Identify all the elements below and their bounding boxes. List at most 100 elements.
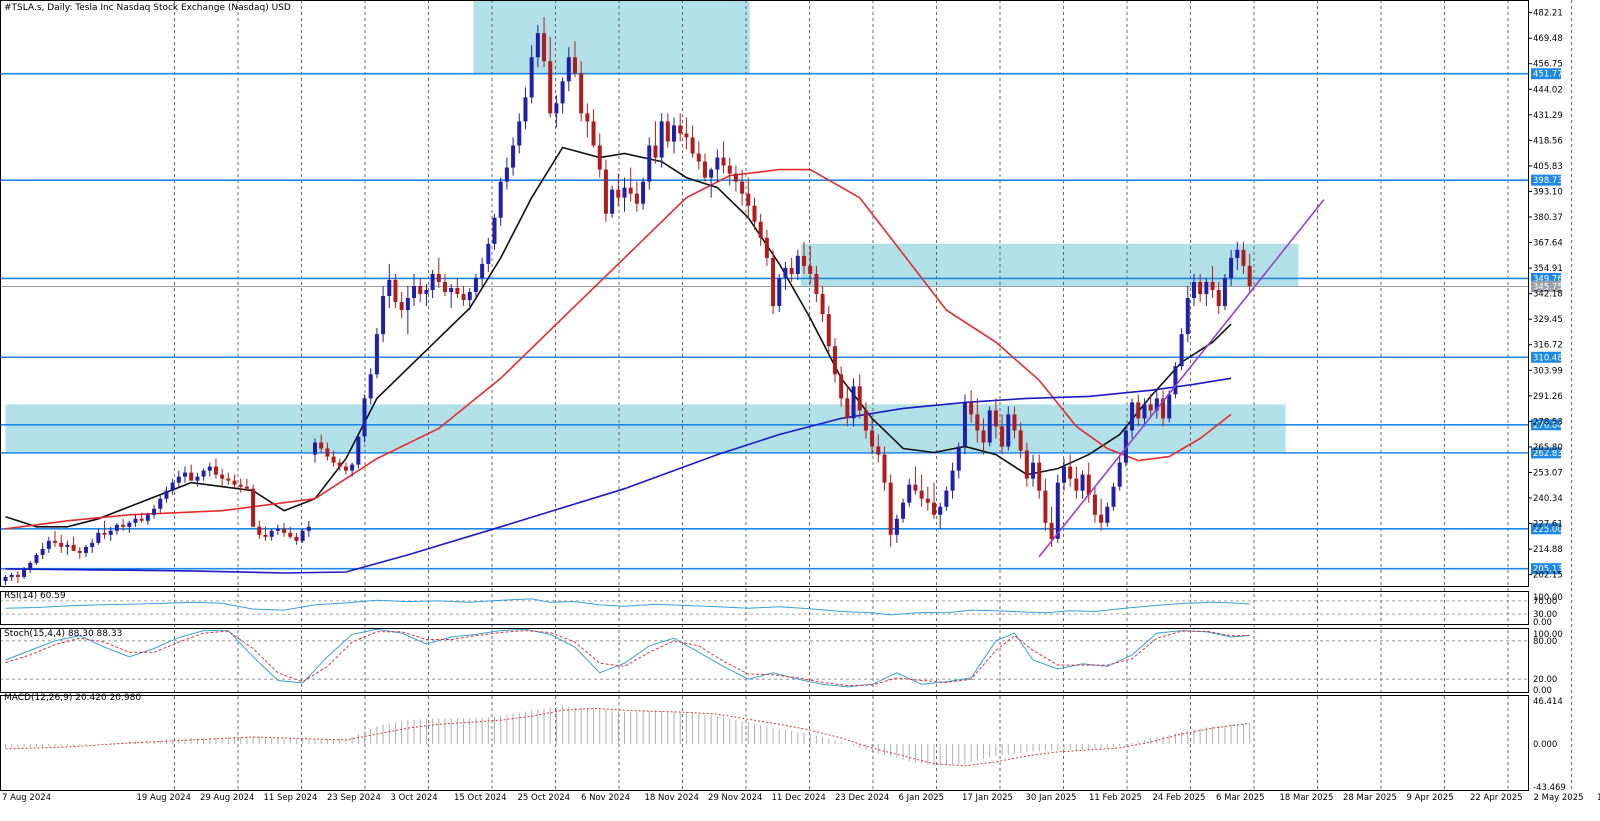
x-tick-label: 29 Nov 2024: [708, 793, 762, 803]
candle-body: [362, 398, 367, 437]
candle-body: [201, 470, 206, 477]
candle-body: [1086, 474, 1091, 495]
candle-body: [975, 414, 980, 431]
candle-body: [232, 480, 237, 485]
trendline-layer[interactable]: [1038, 199, 1325, 558]
candle-body: [288, 532, 293, 537]
candle-body: [331, 456, 336, 463]
axes-layer: 7 Aug 2024 19 Aug 2024 29 Aug 2024 11 Sep 2…: [0, 0, 1600, 803]
candle-body: [802, 255, 807, 266]
candle-body: [1154, 398, 1159, 411]
x-tick-label: 30 Jan 2025: [1026, 793, 1077, 803]
candle-body: [777, 277, 782, 307]
candle-body: [152, 508, 157, 515]
candle-body: [969, 402, 974, 415]
ma-line-ma200: [5, 377, 1232, 574]
candle-body: [1111, 486, 1116, 507]
candle-body: [28, 562, 33, 569]
level-tag-label: 262.83: [1533, 449, 1563, 459]
y-tick-label: 367.64: [1533, 239, 1563, 249]
candle-body: [1024, 450, 1029, 479]
candle-body: [1161, 398, 1166, 419]
candle-body: [901, 502, 906, 519]
candle-body: [251, 488, 256, 527]
candle-body: [616, 189, 621, 198]
x-tick-label: 18 Nov 2024: [645, 793, 699, 803]
candle-body: [764, 237, 769, 258]
candle-body: [758, 221, 763, 238]
candle-body: [83, 546, 88, 553]
candle-body: [59, 542, 64, 547]
candle-body: [313, 442, 317, 455]
candle-body: [727, 165, 732, 174]
rsi-line: [5, 598, 1250, 616]
candle-body: [684, 133, 689, 138]
candle-body: [412, 285, 417, 299]
x-tick-label: 11 Dec 2024: [772, 793, 826, 803]
candle-body: [1198, 281, 1203, 295]
candle-body: [9, 574, 14, 577]
candle-body: [628, 187, 633, 194]
candle-body: [1247, 265, 1252, 286]
x-tick-label: 23 Sep 2024: [327, 793, 381, 803]
candle-body: [1037, 462, 1042, 491]
candle-body: [517, 121, 522, 146]
candle-body: [1049, 522, 1054, 539]
level-tag: [1531, 351, 1561, 363]
candle-body: [1012, 414, 1017, 431]
candle-body: [424, 289, 429, 295]
horizontal-levels[interactable]: 451.77 398.73 349.76 310.48 276.84 262.83 225.…: [0, 68, 1563, 575]
candle-body: [15, 574, 20, 577]
x-tick-label: 29 Aug 2024: [200, 793, 254, 803]
vertical-grid: [174, 0, 1572, 790]
candle-body: [585, 113, 590, 122]
candle-body: [102, 532, 107, 535]
candle-body: [987, 410, 992, 443]
candle-body: [40, 548, 45, 555]
candle-body: [294, 536, 299, 541]
candle-body: [932, 502, 936, 515]
candle-body: [870, 430, 875, 447]
candle-body: [127, 522, 132, 527]
stoch-y-tick-label: 20.00: [1533, 675, 1557, 685]
rsi-y-tick-label: 30.00: [1533, 610, 1557, 620]
candle-body: [962, 402, 967, 447]
candle-body: [504, 167, 509, 182]
rsi-y-tick-label: 100.00: [1533, 593, 1563, 603]
candle-body: [1235, 249, 1240, 258]
candle-body: [1229, 257, 1234, 278]
candle-body: [752, 205, 757, 222]
candle-body: [1210, 281, 1215, 290]
candle-body: [1043, 490, 1048, 523]
candle-body: [925, 498, 930, 503]
candle-body: [195, 476, 200, 481]
candle-body: [653, 145, 658, 158]
level-tag: [1531, 419, 1561, 431]
candle-body: [164, 490, 169, 499]
candle-body: [356, 436, 361, 465]
level-tag-label: 451.77: [1533, 70, 1563, 80]
candle-body: [1241, 249, 1246, 266]
candle-body: [1105, 506, 1110, 523]
x-tick-label: 6 Nov 2024: [581, 793, 630, 803]
candle-body: [566, 57, 571, 82]
candle-body: [1068, 466, 1073, 479]
candle-body: [863, 410, 868, 431]
candle-body: [919, 490, 924, 499]
candle-body: [678, 125, 683, 134]
trendline: [1038, 199, 1325, 558]
level-tag: [1531, 563, 1561, 575]
ma-line-ma20: [5, 146, 1232, 528]
candle-body: [22, 568, 27, 577]
candle-body: [300, 530, 305, 541]
candle-body: [1074, 478, 1079, 491]
candle-body: [1148, 404, 1153, 411]
candle-body: [467, 291, 472, 301]
y-tick-label: 202.15: [1533, 571, 1563, 581]
level-tag-label: 398.73: [1533, 176, 1563, 186]
candle-body: [845, 398, 850, 419]
y-tick-label: 303.99: [1533, 366, 1563, 376]
candle-body: [1000, 426, 1005, 447]
candle-body: [1173, 366, 1178, 395]
